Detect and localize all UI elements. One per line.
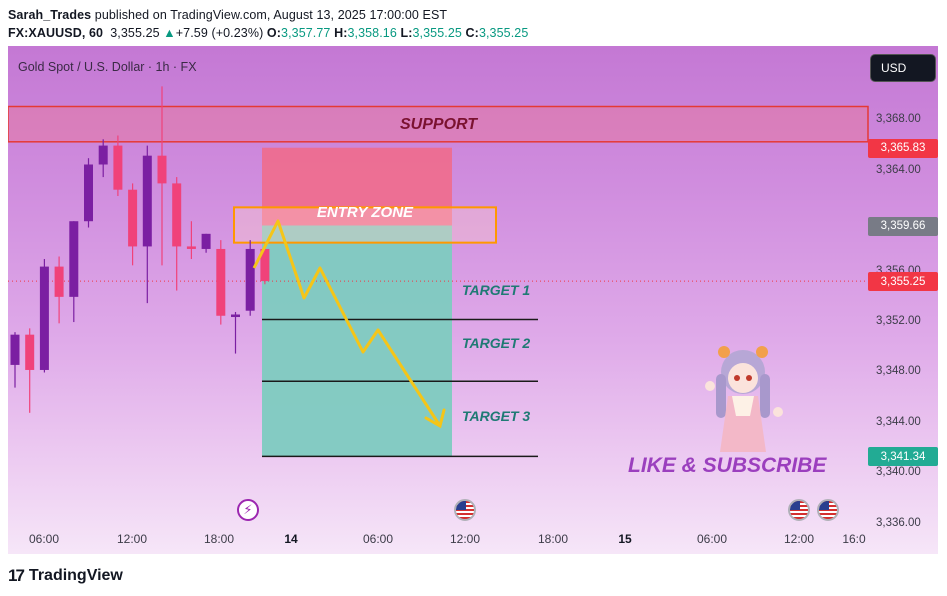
target-3-label: TARGET 3 [462,408,531,424]
support-zone [8,105,869,143]
time-tick-label: 12:00 [116,532,148,546]
candle-body [10,334,20,365]
ohlc-line: FX:XAUUSD, 60 3,355.25 ▲+7.59 (+0.23%) O… [8,26,528,40]
footer: 17 TradingView [8,566,123,586]
price-change: +7.59 (+0.23%) [175,26,264,40]
published-text: published on TradingView.com, August 13,… [94,8,448,22]
candle-body [260,248,270,282]
time-tick-label: 06:00 [696,532,728,546]
tradingview-logo-icon[interactable]: 17 [8,566,25,585]
time-tick-label: 18:00 [203,532,235,546]
open-label: O: [266,26,282,40]
candle-body [172,183,182,247]
target-1-label: TARGET 1 [462,282,531,298]
lightning-icon[interactable]: ⚡ [237,499,259,521]
time-tick-label: 18:00 [537,532,569,546]
time-tick-label: 06:00 [28,532,60,546]
us-flag-icon[interactable] [454,499,476,521]
price-tag: 3,365.83 [868,138,938,158]
symbol-name: FX:XAUUSD, 60 [8,26,104,40]
chart-header: Sarah_Trades published on TradingView.co… [8,6,938,46]
low-value: 3,355.25 [412,26,462,40]
candle-body [216,248,226,316]
candle-body [201,233,211,249]
symbol-label: Gold Spot / U.S. Dollar · 1h · FX [18,60,197,74]
us-flag-icon[interactable] [788,499,810,521]
low-label: L: [400,26,413,40]
price-tick-label: 3,336.00 [876,516,921,529]
chart-canvas[interactable] [8,46,938,554]
time-tick-label: 15 [618,532,632,546]
entry-zone-label: ENTRY ZONE [316,204,414,221]
candle-body [142,155,152,247]
candle-body [69,221,79,297]
tradingview-brand[interactable]: TradingView [28,567,123,584]
stop-loss-zone [262,147,452,226]
us-flag-icon[interactable] [817,499,839,521]
time-tick-label: 06:00 [362,532,394,546]
price-tag: 3,341.34 [868,447,938,467]
candle-body [245,248,255,311]
projection-arrow [252,219,442,427]
time-tick-label: 16:0 [842,532,866,546]
entry-zone [233,206,497,244]
price-tick-label: 3,368.00 [876,113,921,126]
time-tick-label: 12:00 [783,532,815,546]
price-tick-label: 3,352.00 [876,315,921,328]
candle-body [98,145,108,165]
candle-body [25,334,35,370]
last-price: 3,355.25 [110,26,160,40]
price-tag: 3,359.66 [868,216,938,236]
currency-button[interactable]: USD [870,54,936,82]
price-tick-label: 3,348.00 [876,365,921,378]
publication-line: Sarah_Trades published on TradingView.co… [8,8,447,22]
candle-body [54,266,64,297]
support-label: SUPPORT [400,116,478,133]
candle-body [39,266,49,370]
anime-mascot-icon [705,346,783,452]
price-tag: 3,355.25 [868,272,938,292]
author-name[interactable]: Sarah_Trades [8,8,92,22]
time-tick-label: 14 [284,532,298,546]
candle-body [113,145,123,190]
chart-area[interactable]: Gold Spot / U.S. Dollar · 1h · FX USD SU… [8,46,938,554]
price-tick-label: 3,344.00 [876,415,921,428]
arrow-head-icon [424,408,446,429]
candle-body [128,189,138,247]
close-value: 3,355.25 [478,26,529,40]
open-value: 3,357.77 [281,26,331,40]
candle-body [84,164,93,222]
up-arrow-icon: ▲ [163,26,176,40]
candle-body [231,314,240,318]
target-2-label: TARGET 2 [462,335,531,351]
price-tick-label: 3,364.00 [876,163,921,176]
like-subscribe-label: LIKE & SUBSCRIBE [628,454,827,477]
candle-body [157,155,167,184]
high-label: H: [334,26,348,40]
time-tick-label: 12:00 [449,532,481,546]
high-value: 3,358.16 [347,26,397,40]
price-tick-label: 3,340.00 [876,466,921,479]
candle-body [186,246,196,249]
close-label: C: [465,26,479,40]
